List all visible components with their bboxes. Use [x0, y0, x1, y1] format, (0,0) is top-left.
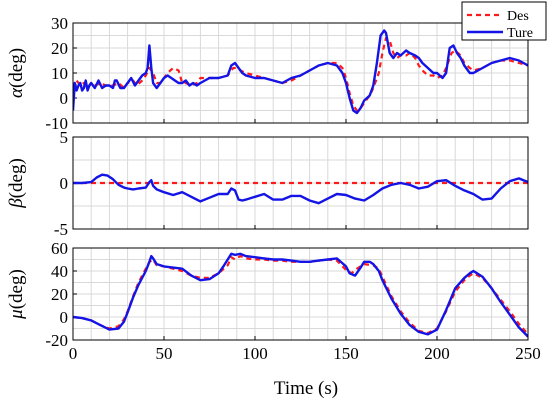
x-tick-label: 0: [69, 344, 78, 363]
y-tick-label: 40: [51, 262, 68, 281]
x-tick-label: 150: [333, 344, 359, 363]
panel-alpha: -10 0 10 20 30 α(deg): [6, 14, 529, 133]
y-tick-label: 20: [51, 39, 68, 58]
x-tick-label: 200: [424, 344, 450, 363]
legend: Des Ture: [461, 1, 547, 41]
series-ture-mu: [73, 252, 528, 338]
legend-label-des: Des: [507, 9, 529, 24]
y-tick-label: -20: [45, 331, 68, 350]
y-tick-label: 0: [60, 89, 69, 108]
y-tick-label: 30: [51, 14, 68, 33]
y-axis-label-beta: β(deg): [6, 158, 27, 209]
y-tick-label: 10: [51, 64, 68, 83]
plot-frame: [72, 136, 529, 230]
y-axis-label-mu: μ(deg): [6, 269, 27, 320]
y-axis-symbol: α: [6, 87, 27, 98]
series-ture-beta: [73, 173, 528, 205]
plot-frame: [72, 22, 529, 124]
y-axis-unit: (deg): [6, 269, 27, 309]
y-axis-unit: (deg): [6, 158, 27, 198]
y-axis-unit: (deg): [6, 48, 27, 88]
y-axis-symbol: μ: [6, 309, 27, 320]
y-tick-label: -5: [54, 220, 68, 239]
series-des-mu: [73, 255, 528, 336]
y-tick-label: 20: [51, 285, 68, 304]
y-tick-label: 0: [60, 174, 69, 193]
y-axis-label-alpha: α(deg): [6, 48, 27, 98]
series-ture-alpha: [73, 29, 528, 115]
y-tick-label: 0: [60, 308, 69, 327]
legend-box: [461, 1, 547, 41]
legend-label-ture: Ture: [507, 26, 533, 41]
plot-frame: [72, 247, 529, 341]
y-tick-label: 5: [60, 128, 69, 147]
panel-beta: -5 0 5 β(deg): [6, 128, 529, 239]
y-tick-label: -10: [45, 114, 68, 133]
x-tick-label: 100: [242, 344, 268, 363]
x-axis-label: Time (s): [274, 378, 338, 399]
x-tick-label: 50: [156, 344, 173, 363]
y-axis-symbol: β: [6, 198, 27, 209]
x-tick-label: 250: [515, 344, 541, 363]
y-tick-label: 60: [51, 239, 68, 258]
